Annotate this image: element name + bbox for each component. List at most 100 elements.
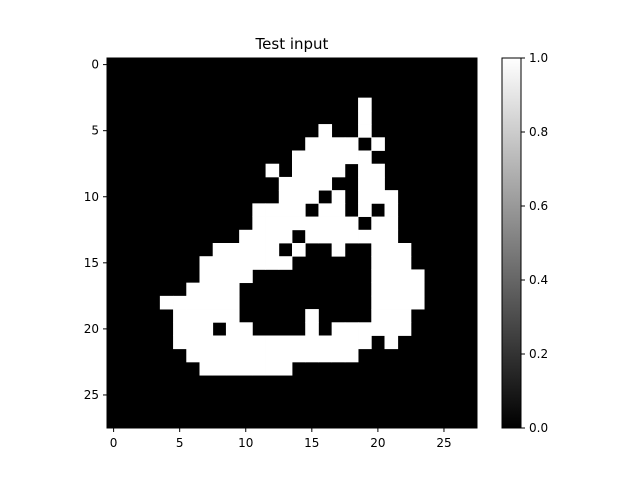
heatmap-cell bbox=[384, 216, 399, 231]
heatmap-cell bbox=[292, 335, 306, 350]
chart-title: Test input bbox=[255, 35, 329, 53]
heatmap-cell bbox=[252, 216, 266, 231]
heatmap-cell bbox=[397, 243, 412, 257]
heatmap-cell bbox=[358, 335, 372, 350]
heatmap-cell bbox=[318, 150, 333, 165]
heatmap-cell bbox=[239, 229, 253, 244]
pixel-layer bbox=[159, 97, 425, 376]
heatmap-cell bbox=[305, 322, 319, 336]
heatmap-cell bbox=[199, 309, 214, 323]
y-tick-label: 0 bbox=[91, 58, 99, 72]
heatmap-cell bbox=[384, 282, 399, 297]
colorbar-tick-label: 0.4 bbox=[529, 273, 548, 287]
heatmap-cell bbox=[265, 335, 280, 350]
heatmap-cell bbox=[199, 348, 214, 363]
heatmap-cell bbox=[358, 176, 372, 191]
y-tick-label: 10 bbox=[84, 190, 99, 204]
heatmap-cell bbox=[225, 309, 240, 323]
heatmap-cell bbox=[225, 348, 240, 363]
heatmap-cell bbox=[331, 203, 346, 217]
heatmap-cell bbox=[344, 216, 359, 231]
heatmap-cell bbox=[265, 243, 280, 257]
heatmap-cell bbox=[371, 309, 385, 323]
heatmap-cell bbox=[344, 322, 359, 336]
heatmap-cell bbox=[212, 361, 227, 376]
heatmap-cell bbox=[292, 190, 306, 204]
heatmap-cell bbox=[212, 282, 227, 297]
heatmap-cell bbox=[318, 124, 333, 138]
heatmap-cell bbox=[292, 203, 306, 217]
heatmap-cell bbox=[371, 282, 385, 297]
heatmap-cell bbox=[186, 335, 200, 350]
colorbar-tick-label: 0.0 bbox=[529, 421, 548, 435]
heatmap-cell bbox=[239, 256, 253, 270]
x-axis: 0 5 10 15 20 25 bbox=[110, 428, 452, 450]
heatmap-cell bbox=[199, 269, 214, 284]
heatmap-cell bbox=[331, 163, 346, 178]
heatmap-cell bbox=[371, 269, 385, 284]
heatmap-cell bbox=[292, 163, 306, 178]
heatmap-cell bbox=[239, 243, 253, 257]
heatmap-cell bbox=[292, 176, 306, 191]
heatmap-cell bbox=[318, 163, 333, 178]
heatmap-cell bbox=[278, 229, 293, 244]
heatmap-cell bbox=[212, 348, 227, 363]
x-tick-label: 10 bbox=[238, 436, 253, 450]
heatmap-cell bbox=[278, 203, 293, 217]
heatmap-cell bbox=[252, 203, 266, 217]
heatmap-cell bbox=[199, 282, 214, 297]
heatmap-cell bbox=[292, 216, 306, 231]
heatmap-cell bbox=[305, 176, 319, 191]
heatmap-cell bbox=[239, 322, 253, 336]
heatmap-cell bbox=[358, 229, 372, 244]
heatmap-cell bbox=[278, 176, 293, 191]
heatmap-cell bbox=[384, 309, 399, 323]
heatmap-cell bbox=[371, 216, 385, 231]
heatmap-cell bbox=[331, 137, 346, 151]
heatmap-cell bbox=[239, 348, 253, 363]
heatmap-cell bbox=[371, 322, 385, 336]
x-tick-label: 25 bbox=[436, 436, 451, 450]
heatmap-cell bbox=[265, 361, 280, 376]
heatmap-cell bbox=[371, 190, 385, 204]
heatmap-cell bbox=[212, 335, 227, 350]
heatmap-cell bbox=[371, 295, 385, 310]
heatmap-cell bbox=[384, 229, 399, 244]
heatmap-cell bbox=[397, 256, 412, 270]
heatmap-cell bbox=[252, 229, 266, 244]
heatmap-cell bbox=[371, 229, 385, 244]
heatmap-cell bbox=[410, 269, 425, 284]
heatmap-cell bbox=[384, 335, 399, 350]
heatmap-cell bbox=[305, 335, 319, 350]
y-tick-label: 25 bbox=[84, 388, 99, 402]
heatmap-cell bbox=[410, 282, 425, 297]
heatmap-cell bbox=[199, 335, 214, 350]
heatmap-cell bbox=[318, 137, 333, 151]
heatmap-cell bbox=[318, 216, 333, 231]
heatmap-cell bbox=[331, 243, 346, 257]
heatmap-cell bbox=[225, 243, 240, 257]
heatmap-cell bbox=[371, 137, 385, 151]
heatmap-cell bbox=[199, 256, 214, 270]
heatmap-cell bbox=[265, 229, 280, 244]
heatmap-cell bbox=[173, 322, 187, 336]
heatmap-cell bbox=[199, 361, 214, 376]
heatmap-cell bbox=[384, 203, 399, 217]
heatmap-cell bbox=[265, 163, 280, 178]
heatmap-cell bbox=[278, 216, 293, 231]
heatmap-cell bbox=[173, 335, 187, 350]
heatmap-cell bbox=[199, 295, 214, 310]
heatmap-cell bbox=[305, 163, 319, 178]
heatmap-cell bbox=[186, 295, 200, 310]
heatmap-cell bbox=[331, 322, 346, 336]
heatmap-cell bbox=[384, 322, 399, 336]
heatmap-cell bbox=[225, 256, 240, 270]
heatmap-cell bbox=[278, 348, 293, 363]
heatmap-cell bbox=[305, 216, 319, 231]
heatmap-cell bbox=[344, 335, 359, 350]
heatmap-cell bbox=[212, 256, 227, 270]
heatmap-cell bbox=[371, 243, 385, 257]
x-tick-label: 0 bbox=[110, 436, 118, 450]
